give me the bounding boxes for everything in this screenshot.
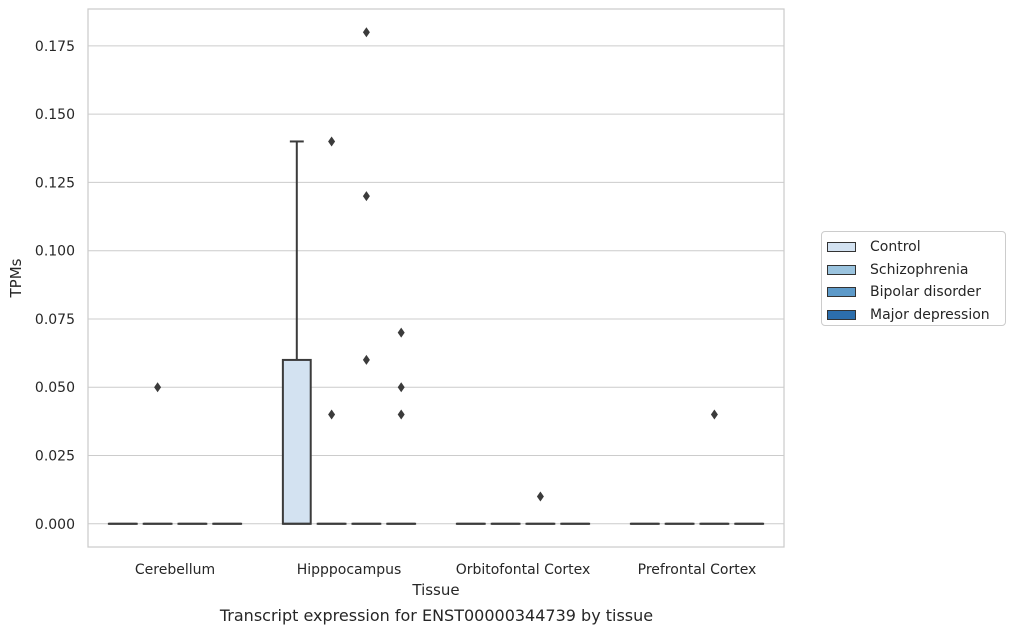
outlier-point [328, 136, 335, 146]
y-axis-label: TPMs [7, 258, 25, 298]
outlier-point [363, 355, 370, 365]
legend-swatch-schizophrenia [827, 265, 856, 275]
y-tick-label: 0.150 [35, 107, 75, 123]
x-tick-label: Cerebellum [135, 562, 215, 578]
legend: Control Schizophrenia Bipolar disorder M… [821, 231, 1006, 326]
x-tick-label: Hipppocampus [297, 562, 402, 578]
chart-caption: Transcript expression for ENST0000034473… [0, 606, 873, 625]
outlier-point [363, 27, 370, 37]
y-tick-label: 0.175 [35, 39, 75, 55]
outlier-point [398, 382, 405, 392]
y-tick-label: 0.075 [35, 312, 75, 328]
legend-item-bipolar-disorder: Bipolar disorder [827, 281, 1005, 304]
legend-label-control: Control [870, 239, 921, 255]
outlier-point [328, 410, 335, 420]
outlier-point [398, 410, 405, 420]
outlier-point [154, 382, 161, 392]
y-tick-label: 0.050 [35, 380, 75, 396]
x-tick-label: Prefrontal Cortex [638, 562, 757, 578]
x-tick-label: Orbitofontal Cortex [456, 562, 591, 578]
legend-swatch-bipolar-disorder [827, 287, 856, 297]
legend-item-control: Control [827, 236, 1005, 259]
box-control [283, 360, 311, 524]
y-tick-label: 0.125 [35, 175, 75, 191]
legend-swatch-control [827, 242, 856, 252]
outlier-point [711, 410, 718, 420]
plot-frame [88, 9, 784, 547]
outlier-point [398, 328, 405, 338]
legend-label-major-depression: Major depression [870, 307, 990, 323]
legend-item-major-depression: Major depression [827, 304, 1005, 327]
legend-swatch-major-depression [827, 310, 856, 320]
outlier-point [363, 191, 370, 201]
legend-item-schizophrenia: Schizophrenia [827, 259, 1005, 282]
y-tick-label: 0.100 [35, 244, 75, 260]
outlier-point [537, 491, 544, 501]
x-axis-label: Tissue [411, 581, 459, 599]
legend-label-schizophrenia: Schizophrenia [870, 262, 968, 278]
y-tick-label: 0.025 [35, 449, 75, 465]
y-tick-label: 0.000 [35, 517, 75, 533]
legend-label-bipolar-disorder: Bipolar disorder [870, 284, 981, 300]
